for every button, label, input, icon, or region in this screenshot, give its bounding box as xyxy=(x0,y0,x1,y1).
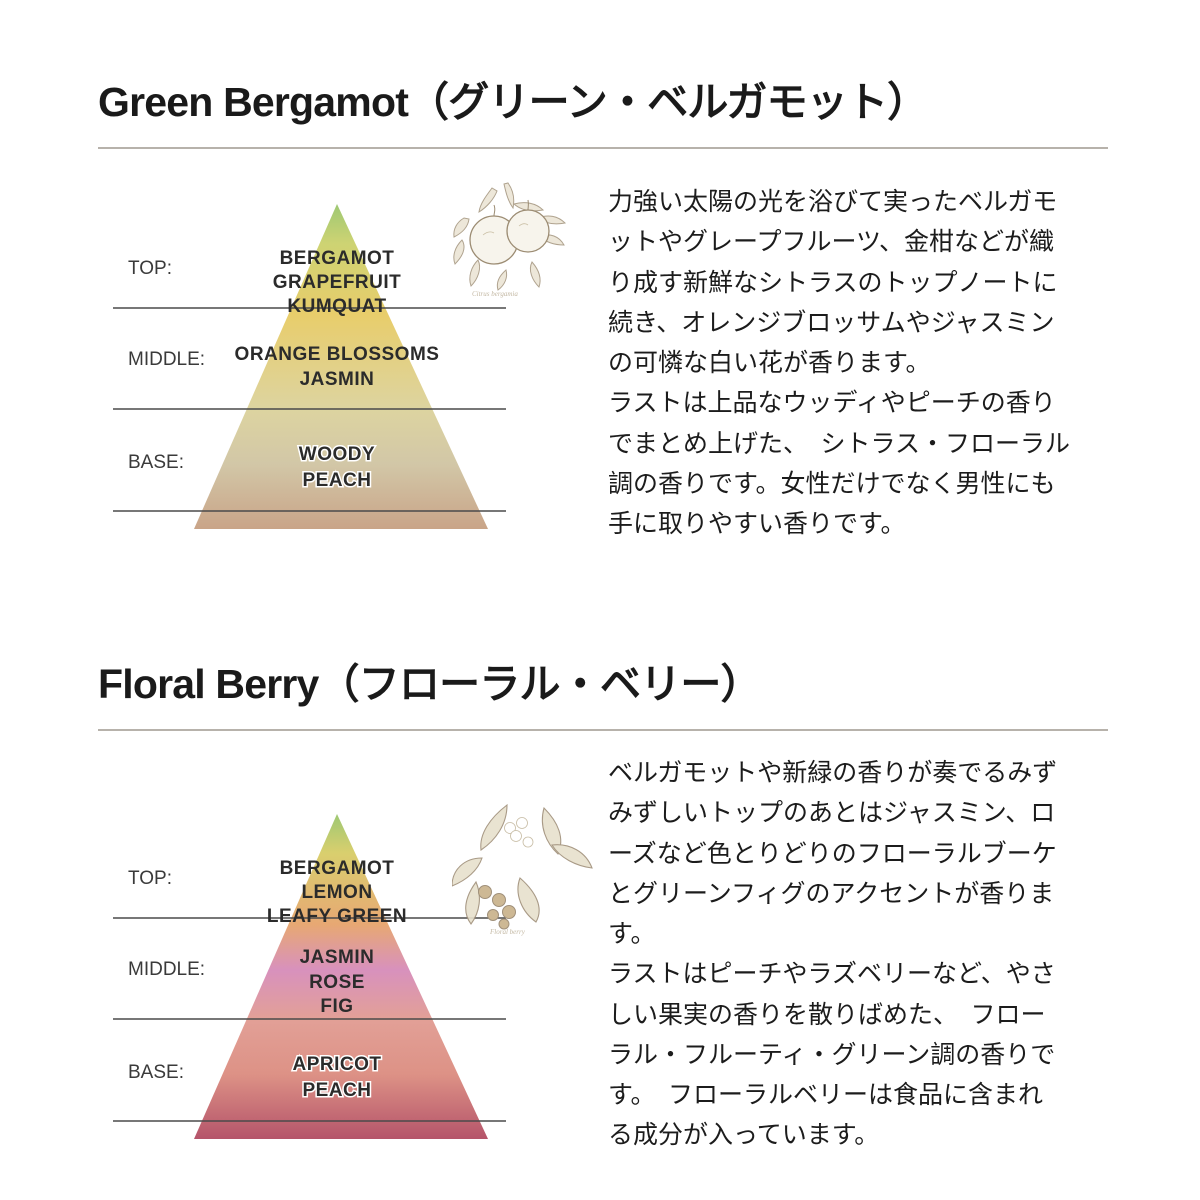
svg-text:WOODY: WOODY xyxy=(299,444,375,465)
svg-text:BERGAMOT: BERGAMOT xyxy=(280,248,395,269)
svg-text:PEACH: PEACH xyxy=(302,470,371,491)
svg-text:JASMIN: JASMIN xyxy=(300,947,375,968)
svg-text:LEMON: LEMON xyxy=(301,882,372,903)
svg-text:BERGAMOT: BERGAMOT xyxy=(280,858,395,879)
svg-text:Citrus bergamia: Citrus bergamia xyxy=(472,290,518,298)
svg-text:ORANGE BLOSSOMS: ORANGE BLOSSOMS xyxy=(235,344,440,365)
svg-text:TOP:: TOP: xyxy=(128,258,172,279)
svg-text:KUMQUAT: KUMQUAT xyxy=(287,296,386,317)
svg-text:Floral berry: Floral berry xyxy=(489,928,526,936)
svg-text:MIDDLE:: MIDDLE: xyxy=(128,959,205,980)
svg-text:BASE:: BASE: xyxy=(128,1062,184,1083)
svg-text:APRICOT: APRICOT xyxy=(293,1054,382,1075)
svg-text:GRAPEFRUIT: GRAPEFRUIT xyxy=(273,272,402,293)
svg-text:TOP:: TOP: xyxy=(128,868,172,889)
svg-text:LEAFY GREEN: LEAFY GREEN xyxy=(267,906,407,927)
svg-text:PEACH: PEACH xyxy=(302,1080,371,1101)
svg-text:MIDDLE:: MIDDLE: xyxy=(128,349,205,370)
svg-text:BASE:: BASE: xyxy=(128,452,184,473)
svg-text:FIG: FIG xyxy=(320,996,353,1017)
svg-text:JASMIN: JASMIN xyxy=(300,369,375,390)
svg-text:ROSE: ROSE xyxy=(309,972,365,993)
